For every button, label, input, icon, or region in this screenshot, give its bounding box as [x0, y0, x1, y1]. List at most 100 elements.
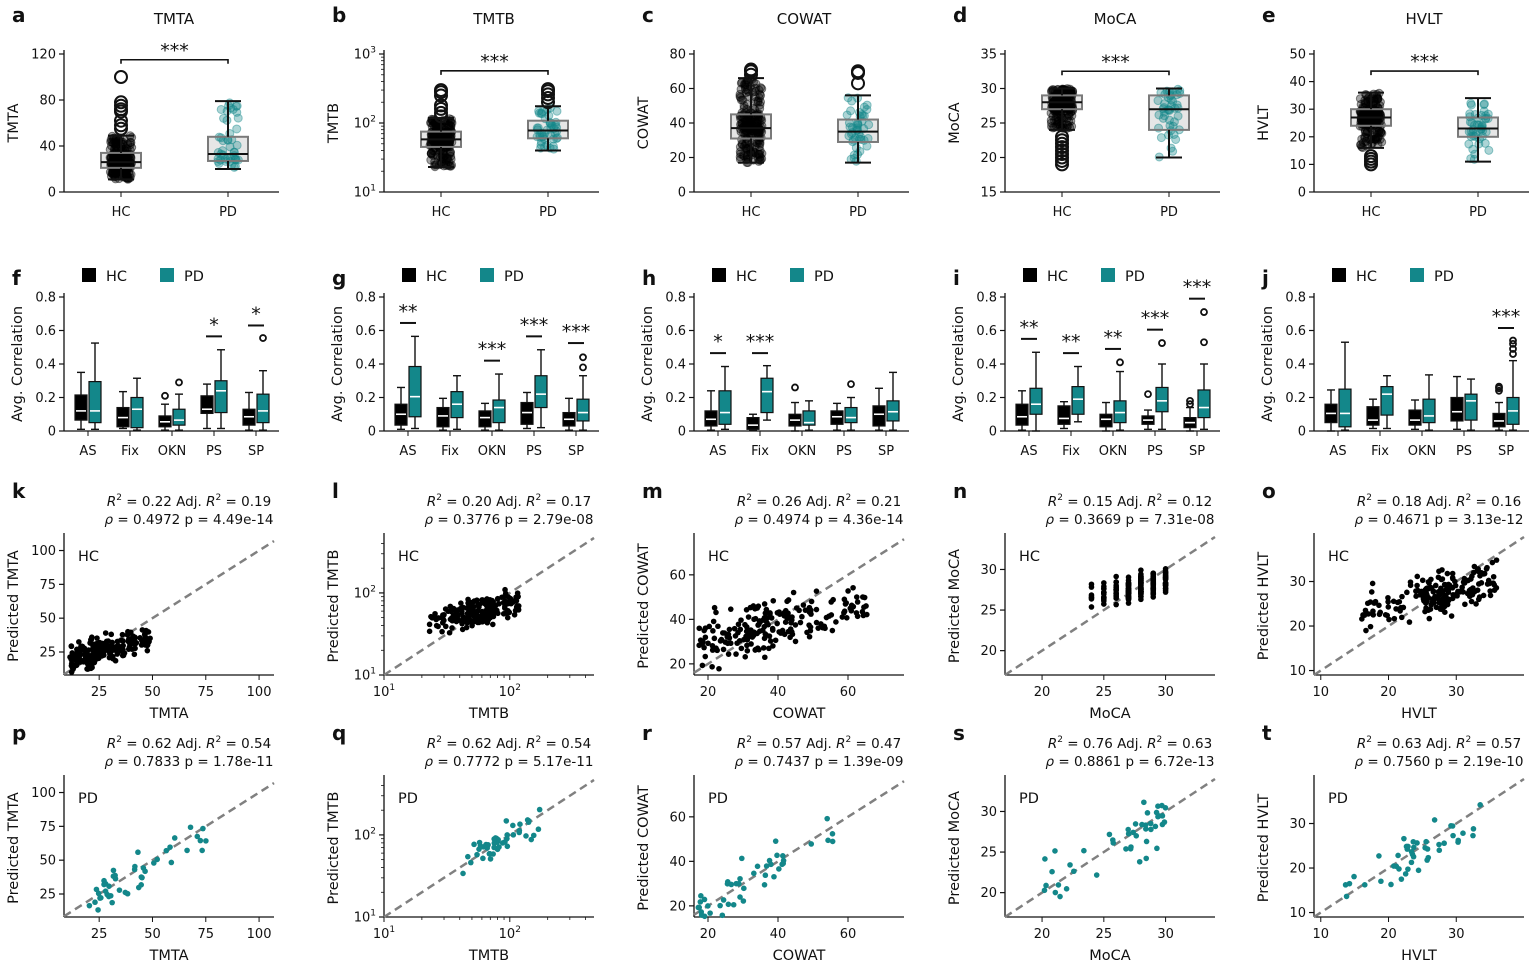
data-point — [530, 832, 537, 839]
y-tick-label: 0.4 — [1285, 358, 1306, 373]
significance-label: *** — [1183, 277, 1212, 299]
data-point — [698, 893, 704, 899]
x-axis-label: MoCA — [1089, 948, 1131, 964]
data-point-HC — [750, 117, 760, 127]
x-tick-label: SP — [1189, 444, 1205, 459]
data-point-HC — [756, 97, 766, 107]
outlier-HC — [791, 383, 799, 392]
box-PD — [172, 408, 186, 426]
data-point — [114, 648, 121, 654]
y-tick-label: 75 — [39, 578, 56, 593]
data-point-HC — [1365, 122, 1375, 132]
data-point-HC — [446, 154, 456, 164]
data-point — [745, 614, 752, 620]
x-tick-label: PD — [1469, 205, 1487, 220]
y-tick-label: 15 — [980, 186, 997, 201]
data-point — [755, 621, 762, 628]
data-point — [503, 818, 510, 824]
y-tick-label: 35 — [980, 48, 997, 63]
data-point — [471, 841, 477, 848]
data-point — [1402, 871, 1409, 877]
data-point — [1052, 848, 1058, 854]
data-point-HC — [754, 85, 764, 95]
data-point — [142, 631, 148, 638]
panel-letter: r — [642, 721, 652, 745]
data-point-HC — [741, 80, 751, 90]
stats-rho-p: ρ = 0.4974 p = 4.36e-14 — [735, 512, 904, 528]
data-point — [1138, 573, 1144, 580]
y-tick-label: 120 — [31, 48, 56, 63]
data-point — [449, 625, 455, 631]
data-point — [1162, 589, 1169, 595]
box-PD — [1380, 386, 1394, 416]
data-point — [486, 850, 493, 857]
data-point — [1423, 838, 1429, 845]
data-point-HC — [756, 83, 766, 93]
data-point — [1439, 567, 1445, 573]
data-point — [1448, 822, 1454, 829]
significance-label: *** — [480, 51, 509, 73]
data-point — [1346, 880, 1353, 887]
data-point — [138, 642, 145, 648]
box-fill — [101, 152, 141, 168]
data-point-HC — [755, 89, 765, 99]
data-point-HC — [444, 120, 454, 130]
y-tick-label: 101 — [354, 909, 376, 926]
data-point — [512, 607, 519, 614]
data-point — [1462, 601, 1468, 608]
data-point — [184, 847, 190, 854]
data-point — [1419, 577, 1426, 584]
x-tick-label: 102 — [499, 683, 521, 700]
data-point-PD — [1153, 96, 1163, 106]
y-tick-label: 30 — [1289, 103, 1306, 118]
outlier-HC — [434, 98, 448, 113]
y-tick-label: 0.2 — [1285, 391, 1306, 406]
y-tick-label: 0 — [1298, 425, 1306, 440]
data-point — [1478, 580, 1485, 586]
data-point — [1393, 606, 1399, 612]
significance-label: *** — [1101, 51, 1130, 73]
x-tick-label: SP — [248, 444, 264, 459]
data-point — [701, 627, 707, 634]
data-point-PD — [216, 104, 226, 114]
x-tick-label: PD — [219, 205, 237, 220]
legend-label: HC — [426, 269, 447, 285]
data-point — [1446, 582, 1453, 589]
data-point-HC — [106, 137, 116, 147]
legend-swatch-HC — [1332, 268, 1346, 282]
x-tick-label: 60 — [840, 927, 857, 942]
y-tick-label: 25 — [39, 646, 56, 661]
x-tick-label: AS — [79, 444, 96, 459]
data-point-HC — [755, 139, 765, 149]
y-tick-label: 30 — [980, 563, 997, 578]
data-point-HC — [745, 115, 755, 125]
data-point-PD — [232, 107, 242, 117]
legend-swatch-HC — [402, 268, 416, 282]
outlier-PD — [1200, 338, 1208, 347]
data-point — [711, 635, 718, 642]
stats-rho-p: ρ = 0.4972 p = 4.49e-14 — [105, 512, 274, 528]
y-tick-label: 50 — [1289, 48, 1306, 63]
box-PD — [1113, 400, 1127, 424]
y-tick-label: 0.4 — [355, 358, 376, 373]
data-point — [1473, 601, 1479, 607]
y-axis-label: Predicted TMTB — [326, 792, 342, 905]
data-point — [1049, 868, 1055, 875]
data-point — [1152, 823, 1159, 830]
data-point — [504, 614, 511, 621]
data-point-HC — [444, 157, 454, 167]
y-axis-label: Avg. Correlation — [951, 306, 967, 422]
data-point-HC — [755, 116, 765, 126]
data-point-HC — [426, 149, 436, 159]
y-tick-label: 25 — [980, 117, 997, 132]
data-point — [1398, 614, 1405, 621]
outlier-PD — [1158, 339, 1166, 347]
x-tick-label: PS — [836, 444, 852, 459]
data-point — [752, 606, 758, 612]
data-point — [1159, 813, 1166, 819]
legend-swatch-PD — [1101, 268, 1115, 282]
data-point-HC — [428, 150, 438, 160]
data-point — [1113, 582, 1119, 589]
data-point — [484, 598, 490, 605]
x-tick-label: PS — [206, 444, 222, 459]
